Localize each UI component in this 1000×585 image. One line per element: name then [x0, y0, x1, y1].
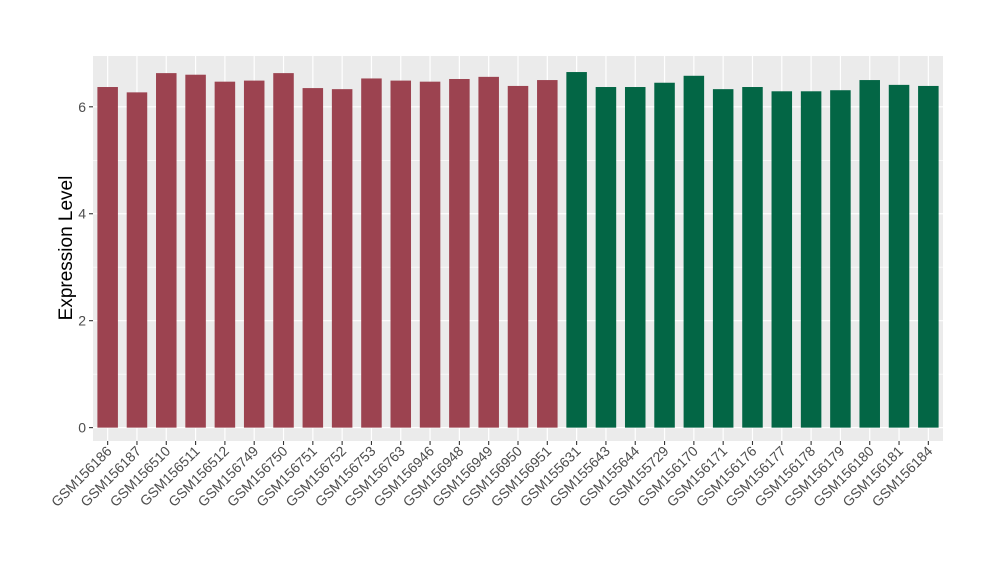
bar-GSM156510: [156, 73, 177, 428]
bar-GSM156184: [918, 85, 939, 428]
bar-GSM156187: [126, 92, 148, 428]
bar-GSM156948: [449, 78, 470, 428]
bar-GSM156950: [507, 85, 529, 428]
y-tick-label: 2: [78, 313, 86, 329]
bar-GSM155643: [595, 87, 617, 428]
y-tick-label: 4: [78, 206, 86, 222]
bar-GSM156946: [419, 81, 441, 428]
bar-GSM156186: [97, 87, 118, 428]
bar-GSM156511: [185, 74, 206, 428]
bar-GSM156171: [712, 89, 734, 428]
bar-GSM156951: [537, 80, 558, 428]
bar-GSM156181: [888, 84, 910, 428]
bar-GSM156763: [390, 80, 412, 428]
bar-GSM156177: [771, 91, 793, 428]
bar-GSM156750: [273, 73, 294, 428]
y-axis: 0 2 4 6: [78, 99, 93, 436]
bar-GSM155729: [654, 82, 675, 428]
bar-GSM156176: [742, 87, 763, 428]
bar-GSM156180: [859, 80, 880, 428]
bar-GSM156949: [478, 76, 499, 428]
x-axis: GSM156186GSM156187GSM156510GSM156511GSM1…: [48, 441, 936, 510]
bars: [97, 72, 939, 428]
bar-GSM156752: [331, 89, 353, 428]
bar-GSM156178: [800, 91, 822, 428]
bar-GSM156512: [214, 81, 236, 428]
y-tick-label: 6: [78, 99, 86, 115]
bar-GSM156751: [302, 88, 324, 428]
bar-GSM156749: [243, 80, 265, 428]
y-axis-label: Expression Level: [56, 176, 77, 321]
bar-GSM156170: [683, 75, 705, 428]
bar-GSM155631: [566, 72, 587, 428]
y-tick-label: 0: [78, 420, 86, 436]
bar-GSM155644: [624, 87, 646, 428]
bar-GSM156753: [361, 78, 382, 428]
bar-GSM156179: [830, 90, 851, 428]
